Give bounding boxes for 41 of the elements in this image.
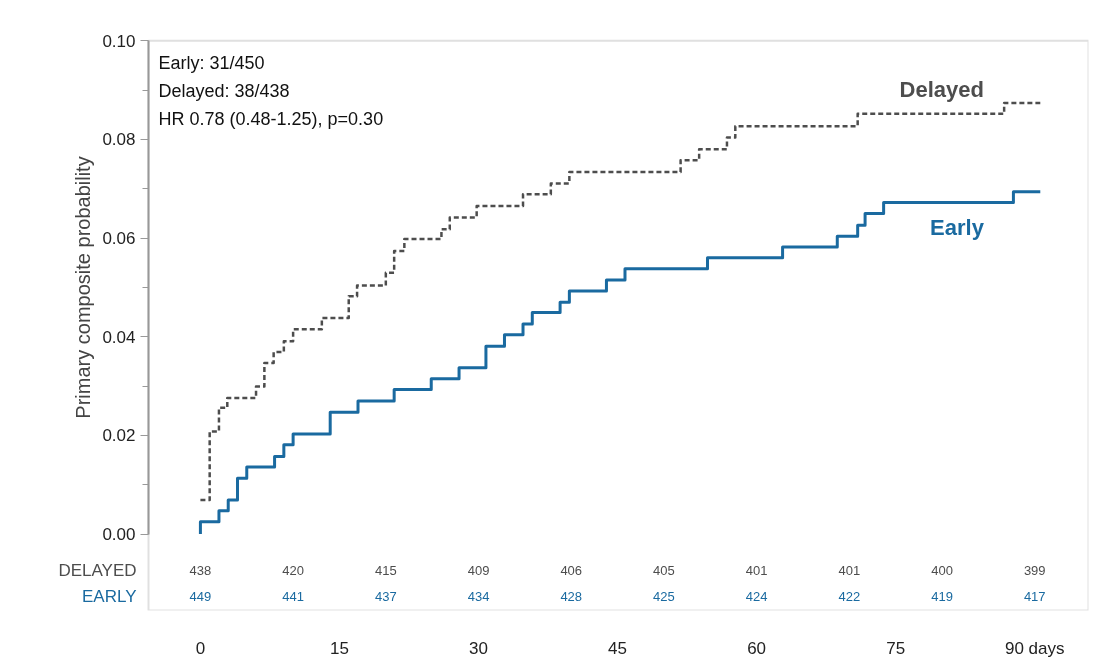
annotation: 401 <box>745 563 768 578</box>
annotation: 438 <box>189 563 212 578</box>
annotation: Early: 31/450 <box>158 52 265 73</box>
annotation: 417 <box>1023 589 1046 604</box>
series-label: Delayed <box>899 76 984 102</box>
annotation: 449 <box>189 589 212 604</box>
annotation: HR 0.78 (0.48-1.25), p=0.30 <box>158 108 384 129</box>
annotation: 419 <box>931 589 953 604</box>
annotation: 406 <box>560 563 583 578</box>
y-axis-title: Primary composite probability <box>72 156 95 419</box>
annotation: Delayed: 38/438 <box>158 80 290 101</box>
y-tick-label: 0.06 <box>102 229 136 249</box>
annotation: 405 <box>653 563 675 578</box>
x-tick-label: 60 <box>747 638 767 658</box>
y-tick-label: 0.08 <box>102 130 136 150</box>
x-tick-label: 90 days <box>1004 638 1065 658</box>
annotation: 409 <box>467 563 490 578</box>
annotation: 437 <box>374 589 397 604</box>
annotation: 399 <box>1023 563 1046 578</box>
annotation: 422 <box>838 589 861 604</box>
annotation: 401 <box>838 563 861 578</box>
y-tick-label: 0.02 <box>102 426 136 446</box>
x-tick-label: 30 <box>469 638 488 658</box>
text: EARLY <box>82 587 137 606</box>
annotation: 424 <box>745 589 768 604</box>
y-tick-label: 0.10 <box>102 31 136 51</box>
series-label: Early <box>930 214 985 240</box>
y-tick-label: 0.00 <box>102 525 136 545</box>
x-tick-label: 0 <box>195 638 206 658</box>
x-tick-label: 15 <box>330 638 349 658</box>
annotation: 428 <box>560 589 583 604</box>
x-tick-label: 75 <box>886 638 906 658</box>
x-tick-label: 45 <box>608 638 628 658</box>
annotation: 425 <box>653 589 675 604</box>
annotation: 420 <box>282 563 304 578</box>
annotation: 415 <box>374 563 397 578</box>
annotation: 441 <box>282 589 304 604</box>
y-tick-label: 0.04 <box>102 327 136 347</box>
annotation: 434 <box>467 589 490 604</box>
text: DELAYED <box>58 561 137 580</box>
annotation: 400 <box>931 563 953 578</box>
